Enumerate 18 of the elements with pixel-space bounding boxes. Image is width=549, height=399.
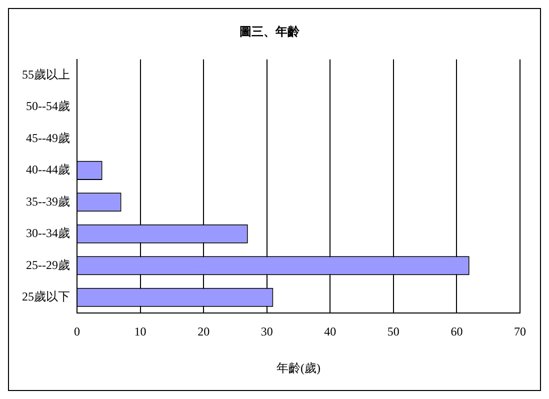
x-tick-label: 0 bbox=[74, 324, 80, 339]
x-tick-label: 20 bbox=[198, 324, 210, 339]
x-tick-label: 30 bbox=[260, 324, 273, 339]
x-axis-title: 年齡(歲) bbox=[276, 360, 320, 375]
y-tick-label: 55歲以上 bbox=[22, 67, 70, 82]
y-tick-label: 30--34歲 bbox=[26, 226, 70, 240]
x-tick-label: 10 bbox=[134, 324, 146, 339]
x-tick-label: 50 bbox=[387, 324, 400, 339]
chart-title: 圖三、年齡 bbox=[240, 24, 300, 38]
y-tick-label: 25--29歲 bbox=[26, 258, 70, 272]
y-tick-label: 50--54歲 bbox=[26, 99, 70, 114]
y-tick-label: 45--49歲 bbox=[26, 130, 70, 145]
y-tick-label: 40--44歲 bbox=[26, 162, 70, 177]
x-tick-label: 40 bbox=[324, 324, 336, 339]
y-tick-label: 35--39歲 bbox=[26, 194, 70, 208]
x-tick-label: 60 bbox=[450, 324, 463, 339]
x-tick-label: 70 bbox=[514, 324, 526, 339]
y-tick-label: 25歲以下 bbox=[22, 289, 70, 304]
